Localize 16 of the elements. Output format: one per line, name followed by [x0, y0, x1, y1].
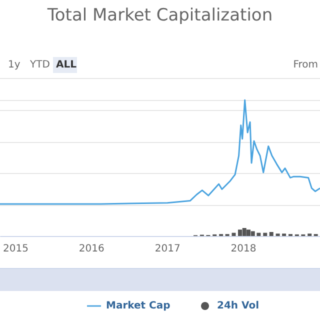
text: ALL [56, 60, 78, 70]
x-tick-label: 2017 [154, 244, 180, 254]
bar [242, 228, 246, 236]
text: YTD [29, 60, 50, 70]
legend-label: 24h Vol [217, 300, 260, 312]
bar [232, 232, 236, 236]
bar [246, 230, 251, 236]
bar [263, 232, 268, 236]
chart-title: Total Market Capitalization [46, 6, 273, 26]
x-tick-label: 2016 [78, 244, 104, 254]
legend-label: Market Cap [106, 300, 170, 312]
text: 1y [8, 60, 20, 70]
bar [269, 232, 274, 236]
x-tick-label: 2015 [3, 244, 28, 254]
x-tick-label: 2018 [230, 244, 256, 254]
text: From [293, 60, 318, 70]
